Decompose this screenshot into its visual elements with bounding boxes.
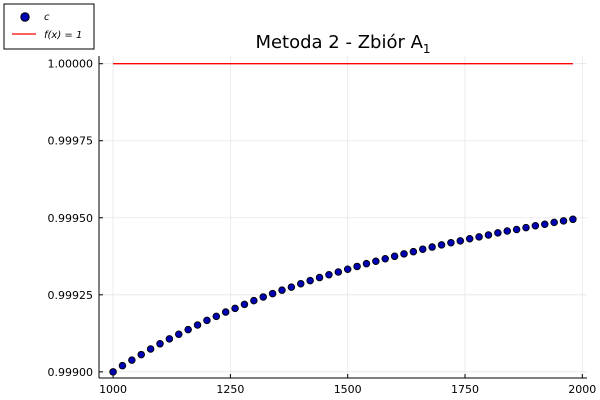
x-tick-label: 1000 xyxy=(99,383,127,396)
data-point-c xyxy=(419,245,427,253)
data-point-c xyxy=(465,234,474,243)
data-point-c xyxy=(372,257,380,265)
data-point-c xyxy=(203,316,211,325)
data-point-c xyxy=(165,335,174,343)
data-point-c xyxy=(494,229,502,237)
legend-marker-c xyxy=(20,12,30,22)
data-point-c xyxy=(287,283,296,291)
data-point-c xyxy=(531,222,540,230)
y-tick-label: 0.99975 xyxy=(48,135,94,148)
data-point-c xyxy=(315,273,324,282)
legend-label-f: f(x) = 1 xyxy=(44,30,82,41)
data-point-c xyxy=(146,345,155,353)
data-point-c xyxy=(137,350,145,359)
data-point-c xyxy=(550,218,558,227)
data-point-c xyxy=(559,217,568,225)
data-point-c xyxy=(569,215,577,224)
x-tick-label: 2000 xyxy=(568,383,596,396)
grid xyxy=(99,56,587,378)
data-point-c xyxy=(343,265,352,273)
data-point-c xyxy=(221,308,230,316)
data-point-c xyxy=(390,252,399,261)
legend-box xyxy=(3,3,95,50)
chart-title-text: Metoda 2 - Zbiór A xyxy=(255,32,423,53)
data-point-c xyxy=(447,238,455,247)
chart-title: Metoda 2 - Zbiór A1 xyxy=(255,32,430,56)
ticks: 1000 1250 1500 1750 2000 0.99900 0.99925 0.9995… xyxy=(48,58,597,396)
y-tick-label: 0.99925 xyxy=(48,289,94,302)
data-point-c xyxy=(175,330,183,338)
data-point-c xyxy=(353,262,361,271)
data-point-c xyxy=(297,279,305,288)
data-point-c xyxy=(109,368,117,376)
data-point-c xyxy=(278,286,286,294)
data-point-c xyxy=(456,237,465,245)
x-tick-label: 1750 xyxy=(451,383,479,396)
data-point-c xyxy=(541,220,549,228)
data-point-c xyxy=(409,247,418,256)
data-point-c xyxy=(381,255,389,263)
data-point-c xyxy=(156,340,164,348)
chart-title-subscript: 1 xyxy=(423,42,431,56)
data-point-c xyxy=(240,300,249,309)
data-point-c xyxy=(212,312,221,321)
axes xyxy=(98,56,587,379)
data-point-c xyxy=(118,361,127,370)
data-point-c xyxy=(512,225,521,234)
data-point-c xyxy=(522,223,530,232)
y-tick-label: 0.99950 xyxy=(48,212,94,225)
data-point-c xyxy=(231,304,239,313)
data-point-c xyxy=(334,268,343,276)
data-point-c xyxy=(475,233,483,241)
data-point-c xyxy=(306,276,314,285)
data-point-c xyxy=(250,296,258,305)
legend: c f(x) = 1 xyxy=(3,3,95,50)
series xyxy=(109,63,577,376)
data-point-c xyxy=(503,227,511,235)
data-point-c xyxy=(484,231,493,239)
legend-label-c: c xyxy=(44,12,50,23)
data-point-c xyxy=(437,241,446,249)
data-point-c xyxy=(362,259,371,268)
x-tick-label: 1250 xyxy=(216,383,244,396)
data-point-c xyxy=(184,325,192,334)
x-tick-label: 1500 xyxy=(334,383,362,396)
data-point-c xyxy=(128,356,136,364)
data-point-c xyxy=(193,321,202,329)
data-point-c xyxy=(259,293,267,301)
y-tick-label: 1.00000 xyxy=(48,58,94,71)
data-point-c xyxy=(268,289,277,298)
y-tick-label: 0.99900 xyxy=(48,366,94,379)
data-point-c xyxy=(428,243,436,251)
data-point-c xyxy=(325,271,333,279)
data-point-c xyxy=(400,250,408,258)
